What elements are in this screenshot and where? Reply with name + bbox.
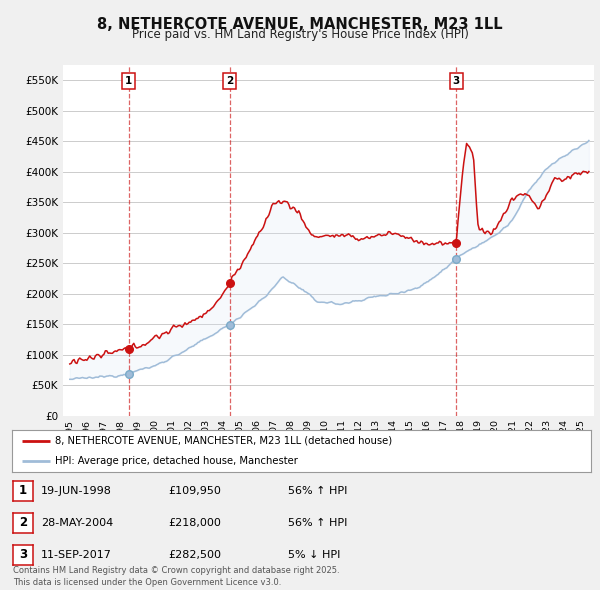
Text: Price paid vs. HM Land Registry's House Price Index (HPI): Price paid vs. HM Land Registry's House … <box>131 28 469 41</box>
Text: 2: 2 <box>226 76 233 86</box>
Text: 8, NETHERCOTE AVENUE, MANCHESTER, M23 1LL (detached house): 8, NETHERCOTE AVENUE, MANCHESTER, M23 1L… <box>55 436 392 446</box>
Text: 11-SEP-2017: 11-SEP-2017 <box>41 550 112 559</box>
Text: £109,950: £109,950 <box>168 486 221 496</box>
Text: £282,500: £282,500 <box>168 550 221 559</box>
Text: 3: 3 <box>19 548 27 561</box>
Text: Contains HM Land Registry data © Crown copyright and database right 2025.
This d: Contains HM Land Registry data © Crown c… <box>13 566 340 587</box>
Text: HPI: Average price, detached house, Manchester: HPI: Average price, detached house, Manc… <box>55 455 298 466</box>
Text: 19-JUN-1998: 19-JUN-1998 <box>41 486 112 496</box>
Text: 1: 1 <box>125 76 133 86</box>
Text: 2: 2 <box>19 516 27 529</box>
Text: 56% ↑ HPI: 56% ↑ HPI <box>288 518 347 527</box>
Text: 3: 3 <box>452 76 460 86</box>
Text: 28-MAY-2004: 28-MAY-2004 <box>41 518 113 527</box>
Text: 56% ↑ HPI: 56% ↑ HPI <box>288 486 347 496</box>
Text: 8, NETHERCOTE AVENUE, MANCHESTER, M23 1LL: 8, NETHERCOTE AVENUE, MANCHESTER, M23 1L… <box>97 17 503 31</box>
Text: 1: 1 <box>19 484 27 497</box>
Text: 5% ↓ HPI: 5% ↓ HPI <box>288 550 340 559</box>
Text: £218,000: £218,000 <box>168 518 221 527</box>
